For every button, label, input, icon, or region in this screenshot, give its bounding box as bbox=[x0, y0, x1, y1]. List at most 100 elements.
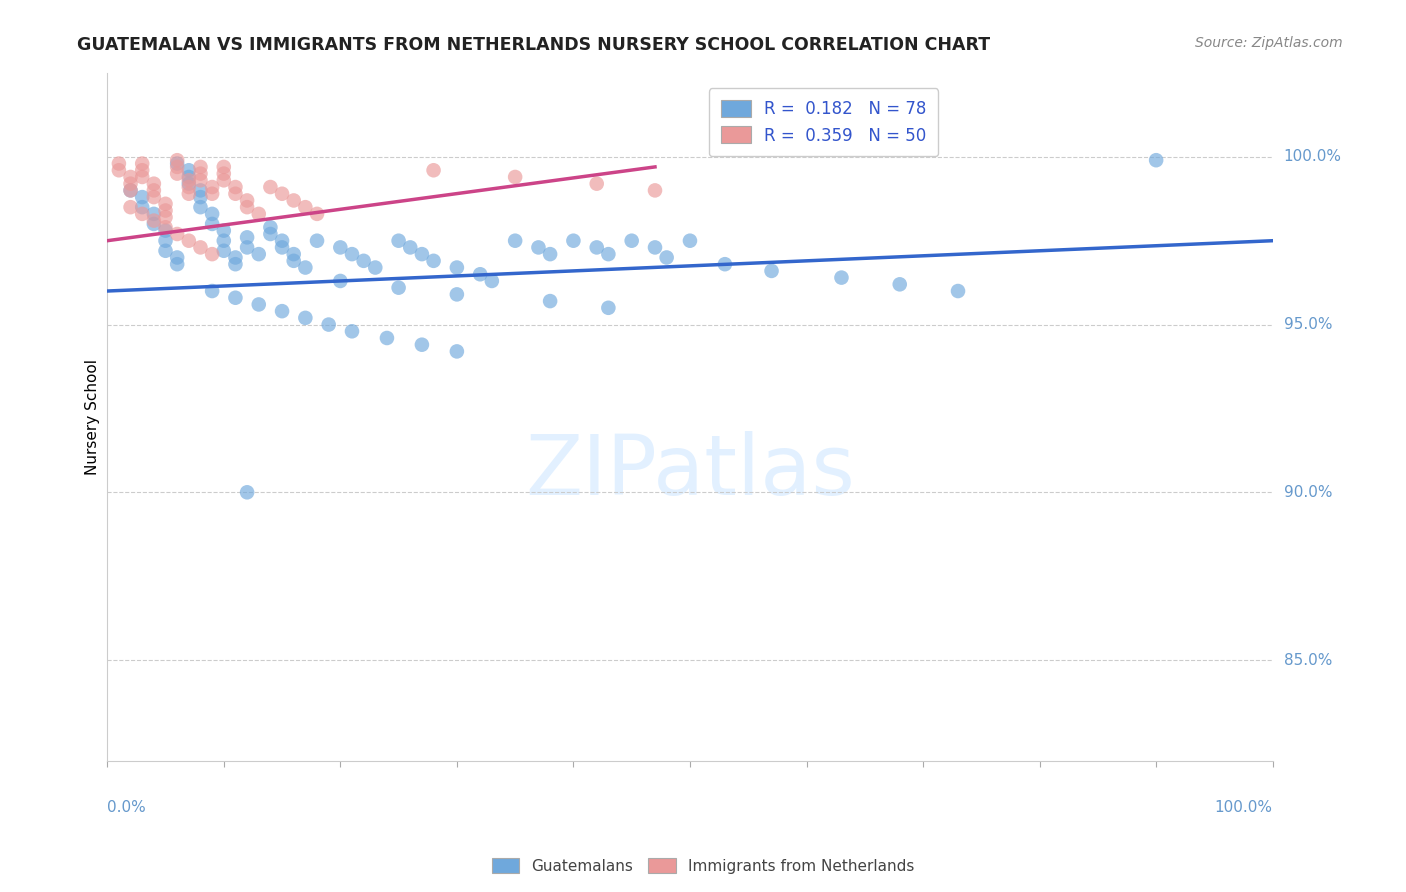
Point bbox=[946, 284, 969, 298]
Point bbox=[131, 163, 153, 178]
Point bbox=[446, 260, 468, 275]
Point bbox=[679, 234, 702, 248]
Point bbox=[120, 183, 142, 197]
Point bbox=[224, 180, 246, 194]
Point bbox=[190, 167, 212, 181]
Point bbox=[644, 183, 666, 197]
Point bbox=[224, 186, 246, 201]
Point bbox=[155, 234, 177, 248]
Point bbox=[446, 344, 468, 359]
Point bbox=[283, 253, 305, 268]
Point bbox=[562, 234, 585, 248]
Point bbox=[166, 160, 188, 174]
Point bbox=[224, 251, 246, 265]
Point bbox=[340, 324, 363, 338]
Point bbox=[259, 180, 281, 194]
Point bbox=[305, 234, 328, 248]
Point bbox=[201, 186, 224, 201]
Point bbox=[177, 234, 200, 248]
Point bbox=[131, 200, 153, 214]
Point bbox=[283, 194, 305, 208]
Point bbox=[353, 253, 375, 268]
Point bbox=[318, 318, 340, 332]
Point bbox=[166, 227, 188, 241]
Point bbox=[375, 331, 398, 345]
Text: GUATEMALAN VS IMMIGRANTS FROM NETHERLANDS NURSERY SCHOOL CORRELATION CHART: GUATEMALAN VS IMMIGRANTS FROM NETHERLAND… bbox=[77, 36, 990, 54]
Point bbox=[120, 177, 142, 191]
Y-axis label: Nursery School: Nursery School bbox=[86, 359, 100, 475]
Point bbox=[271, 304, 294, 318]
Point bbox=[585, 177, 607, 191]
Point bbox=[120, 169, 142, 184]
Point bbox=[527, 240, 550, 254]
Point bbox=[598, 301, 620, 315]
Point bbox=[329, 240, 352, 254]
Point bbox=[236, 200, 259, 214]
Point bbox=[598, 247, 620, 261]
Point bbox=[224, 257, 246, 271]
Point bbox=[131, 190, 153, 204]
Point bbox=[714, 257, 737, 271]
Point bbox=[411, 247, 433, 261]
Point bbox=[190, 240, 212, 254]
Point bbox=[190, 173, 212, 187]
Point bbox=[120, 183, 142, 197]
Point bbox=[201, 180, 224, 194]
Point bbox=[889, 277, 911, 292]
Point bbox=[166, 156, 188, 170]
Point bbox=[142, 213, 165, 227]
Point bbox=[212, 167, 235, 181]
Point bbox=[190, 183, 212, 197]
Point bbox=[212, 224, 235, 238]
Point bbox=[340, 247, 363, 261]
Point bbox=[166, 153, 188, 168]
Point bbox=[142, 183, 165, 197]
Point bbox=[108, 156, 131, 170]
Point bbox=[236, 194, 259, 208]
Point bbox=[236, 230, 259, 244]
Point bbox=[212, 234, 235, 248]
Point bbox=[224, 291, 246, 305]
Point bbox=[481, 274, 503, 288]
Point bbox=[236, 485, 259, 500]
Point bbox=[155, 220, 177, 235]
Point bbox=[190, 200, 212, 214]
Text: 95.0%: 95.0% bbox=[1284, 317, 1333, 332]
Point bbox=[271, 234, 294, 248]
Point bbox=[166, 167, 188, 181]
Point bbox=[201, 247, 224, 261]
Legend: Guatemalans, Immigrants from Netherlands: Guatemalans, Immigrants from Netherlands bbox=[485, 852, 921, 880]
Point bbox=[177, 180, 200, 194]
Point bbox=[142, 190, 165, 204]
Text: 0.0%: 0.0% bbox=[107, 799, 146, 814]
Point bbox=[155, 196, 177, 211]
Point bbox=[190, 160, 212, 174]
Point bbox=[329, 274, 352, 288]
Point bbox=[305, 207, 328, 221]
Point bbox=[364, 260, 387, 275]
Point bbox=[142, 207, 165, 221]
Point bbox=[131, 207, 153, 221]
Point bbox=[585, 240, 607, 254]
Point bbox=[131, 169, 153, 184]
Point bbox=[177, 169, 200, 184]
Point bbox=[655, 251, 678, 265]
Point bbox=[1144, 153, 1167, 168]
Point bbox=[201, 284, 224, 298]
Point bbox=[294, 260, 316, 275]
Point bbox=[155, 203, 177, 218]
Point bbox=[422, 163, 444, 178]
Point bbox=[212, 160, 235, 174]
Point bbox=[294, 310, 316, 325]
Point bbox=[190, 190, 212, 204]
Point bbox=[120, 200, 142, 214]
Point bbox=[259, 227, 281, 241]
Point bbox=[155, 244, 177, 258]
Point bbox=[155, 224, 177, 238]
Point bbox=[177, 186, 200, 201]
Text: 100.0%: 100.0% bbox=[1284, 149, 1341, 164]
Point bbox=[155, 211, 177, 225]
Point bbox=[388, 234, 411, 248]
Point bbox=[142, 177, 165, 191]
Point bbox=[446, 287, 468, 301]
